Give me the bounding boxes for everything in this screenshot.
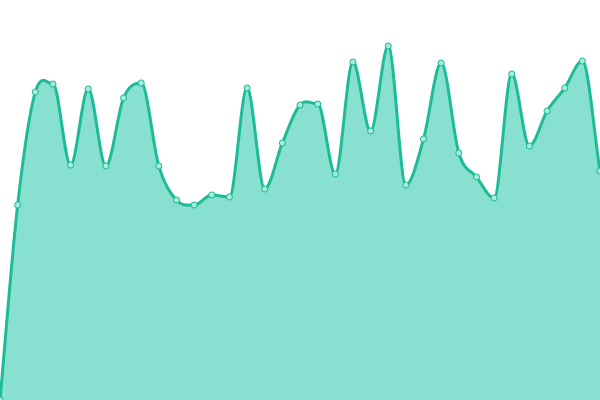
data-point-11[interactable] — [190, 201, 198, 209]
data-point-28[interactable] — [490, 194, 498, 202]
data-point-9[interactable] — [155, 162, 163, 170]
data-point-32[interactable] — [561, 84, 569, 92]
data-point-21[interactable] — [367, 127, 375, 135]
data-point-24[interactable] — [420, 135, 428, 143]
data-point-30[interactable] — [525, 142, 533, 150]
data-point-0[interactable] — [0, 396, 4, 400]
data-point-7[interactable] — [120, 94, 128, 102]
data-point-34[interactable] — [596, 167, 600, 175]
data-point-31[interactable] — [543, 107, 551, 115]
data-point-23[interactable] — [402, 181, 410, 189]
data-point-33[interactable] — [578, 57, 586, 65]
data-point-29[interactable] — [508, 70, 516, 78]
data-point-17[interactable] — [296, 101, 304, 109]
data-point-1[interactable] — [14, 201, 22, 209]
data-point-19[interactable] — [331, 170, 339, 178]
data-point-10[interactable] — [172, 196, 180, 204]
data-point-26[interactable] — [455, 149, 463, 157]
data-point-5[interactable] — [84, 85, 92, 93]
data-point-25[interactable] — [437, 59, 445, 67]
data-point-22[interactable] — [384, 42, 392, 50]
data-point-3[interactable] — [49, 80, 57, 88]
data-point-12[interactable] — [208, 191, 216, 199]
data-point-15[interactable] — [261, 185, 269, 193]
data-point-14[interactable] — [243, 84, 251, 92]
data-point-2[interactable] — [31, 88, 39, 96]
data-point-6[interactable] — [102, 162, 110, 170]
data-point-20[interactable] — [349, 58, 357, 66]
data-point-4[interactable] — [67, 161, 75, 169]
data-point-13[interactable] — [225, 193, 233, 201]
data-point-18[interactable] — [314, 100, 322, 108]
area-fill — [0, 46, 600, 400]
data-point-27[interactable] — [472, 173, 480, 181]
data-point-16[interactable] — [278, 139, 286, 147]
data-point-8[interactable] — [137, 79, 145, 87]
